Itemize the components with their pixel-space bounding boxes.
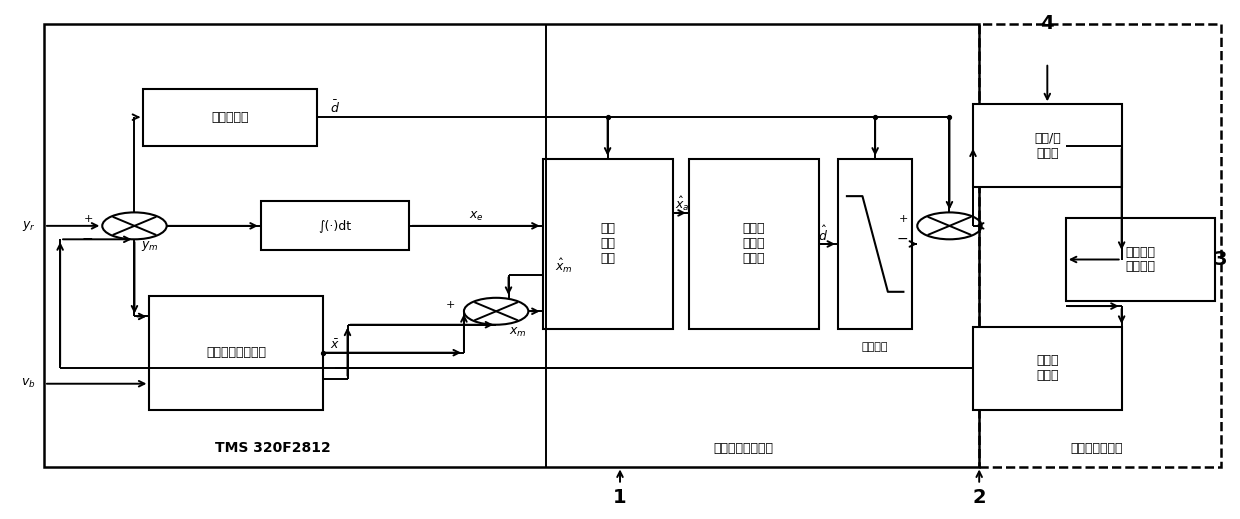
Text: ∫(·)dt: ∫(·)dt [319,220,352,233]
Text: $v_b$: $v_b$ [21,377,36,390]
FancyBboxPatch shape [143,89,316,146]
Text: −: − [82,233,93,247]
Text: 4: 4 [1040,15,1054,34]
Text: 传感采
集电路: 传感采 集电路 [1037,354,1059,382]
Text: 模糊滑
膜充电
控制器: 模糊滑 膜充电 控制器 [743,223,765,266]
Text: 1: 1 [614,488,626,507]
Text: 接口与硬件系统: 接口与硬件系统 [1070,442,1123,455]
FancyBboxPatch shape [260,201,409,251]
FancyBboxPatch shape [1066,218,1214,301]
Text: −: − [897,233,909,247]
FancyBboxPatch shape [838,159,913,330]
Text: $\hat{d}$: $\hat{d}$ [817,225,827,244]
FancyBboxPatch shape [973,104,1122,187]
Text: +: + [446,299,455,309]
Text: $\hat{x}_m$: $\hat{x}_m$ [556,256,573,275]
FancyBboxPatch shape [688,159,818,330]
Text: 蓄电池充电控制器: 蓄电池充电控制器 [714,442,774,455]
Text: $y_r$: $y_r$ [21,219,36,233]
Text: 回馈制动
充电系统: 回馈制动 充电系统 [1125,245,1156,274]
Text: 2: 2 [972,488,986,507]
Text: $\bar{d}$: $\bar{d}$ [330,100,340,116]
FancyBboxPatch shape [45,24,980,467]
Text: +: + [899,214,909,224]
Text: 模糊预测器: 模糊预测器 [211,111,248,124]
Text: $x_e$: $x_e$ [469,210,484,223]
Text: $\hat{x}_a$: $\hat{x}_a$ [676,195,689,213]
FancyBboxPatch shape [543,159,672,330]
FancyBboxPatch shape [973,327,1122,409]
Text: +: + [84,214,93,224]
Text: −: − [444,318,455,332]
Text: 驱动/隔
离电路: 驱动/隔 离电路 [1034,132,1060,160]
Text: 全局
模糊
模型: 全局 模糊 模型 [600,223,615,266]
Text: 状态空间平均模型: 状态空间平均模型 [206,346,267,359]
Text: $\bar{x}$: $\bar{x}$ [330,338,340,352]
Text: $y_m$: $y_m$ [140,239,159,253]
Text: $x_m$: $x_m$ [508,326,526,339]
FancyBboxPatch shape [149,296,322,409]
Text: TMS 320F2812: TMS 320F2812 [216,442,331,456]
Text: 3: 3 [1214,250,1228,269]
Text: 饱和函数: 饱和函数 [862,343,888,352]
